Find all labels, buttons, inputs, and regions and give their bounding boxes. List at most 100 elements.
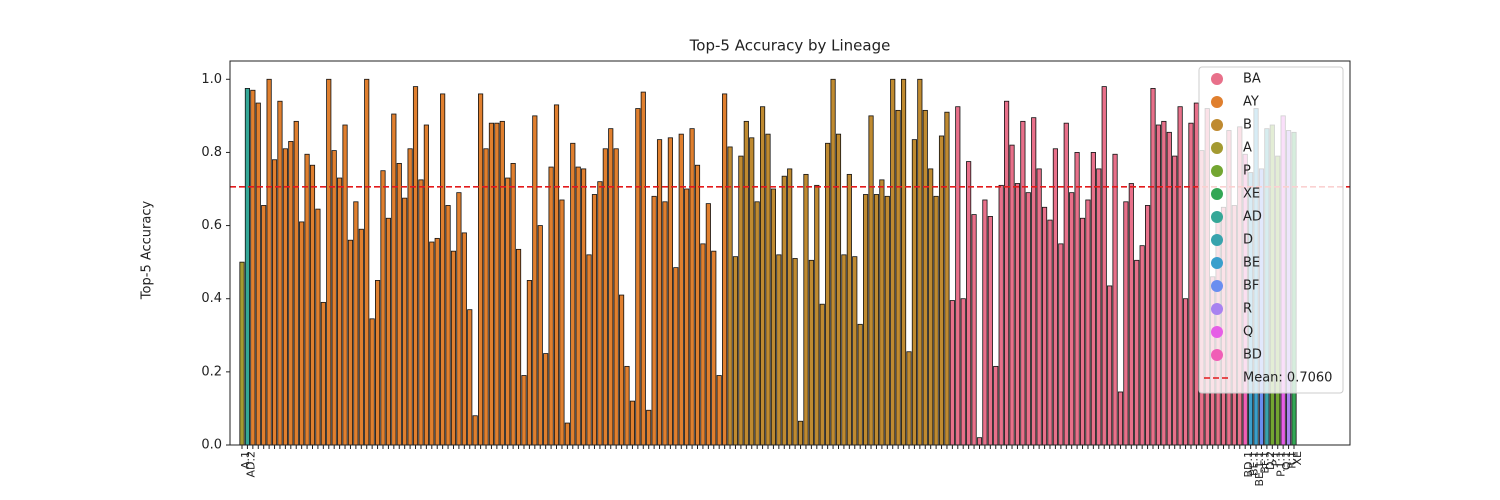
legend-marker (1211, 73, 1223, 85)
bar (1107, 285, 1113, 446)
bar (749, 137, 755, 446)
bar (1123, 201, 1129, 446)
bar (890, 78, 896, 446)
y-tick-label: 0.4 (201, 291, 222, 306)
bar (271, 159, 278, 446)
legend-label: BA (1243, 72, 1261, 87)
bar (760, 106, 766, 446)
bar (732, 256, 739, 446)
chart-title: Top-5 Accuracy by Lineage (689, 37, 891, 55)
x-tick-label: D.2 (1264, 451, 1277, 470)
x-tick-label: XE (1291, 451, 1304, 466)
bar (879, 179, 885, 446)
bar (505, 177, 511, 446)
bar (586, 254, 592, 446)
bar (320, 301, 326, 446)
bar (1020, 120, 1026, 446)
axes-frame (229, 60, 1351, 446)
bar (1161, 120, 1167, 446)
bar (803, 173, 809, 446)
bar (266, 78, 272, 446)
legend-marker (1211, 165, 1223, 177)
bar (244, 88, 250, 446)
bar (716, 375, 722, 446)
bar (619, 294, 625, 446)
legend-marker (1211, 234, 1223, 246)
bar (342, 124, 348, 446)
legend-marker (1211, 303, 1223, 315)
bar (646, 409, 652, 446)
bar (662, 201, 668, 446)
bar (1063, 122, 1069, 446)
bar (960, 298, 966, 446)
legend-marker (1211, 142, 1223, 154)
legend-label: Q (1243, 325, 1253, 340)
bar (765, 133, 771, 446)
bar (976, 437, 983, 446)
bar (819, 303, 825, 446)
bar (1155, 124, 1162, 446)
legend-marker (1211, 188, 1223, 200)
bar (841, 254, 847, 446)
legend-label: AD (1243, 210, 1262, 225)
legend-marker (1211, 211, 1223, 223)
legend-label: B (1243, 118, 1252, 133)
bar (928, 168, 934, 446)
bar (1085, 199, 1091, 446)
bar (429, 241, 435, 446)
bar (1058, 243, 1064, 446)
bar (1025, 192, 1031, 446)
y-tick-label: 0.0 (201, 438, 222, 453)
bar (624, 365, 630, 446)
bar (857, 323, 863, 446)
bar (478, 93, 484, 446)
bar (830, 78, 836, 446)
bar (461, 232, 467, 446)
x-tick-label: R.1 (1286, 451, 1299, 469)
bar (835, 133, 842, 446)
legend-marker (1211, 119, 1223, 131)
bar (797, 420, 804, 446)
bar (808, 259, 814, 446)
bar (955, 106, 961, 446)
bar (944, 111, 950, 446)
bar (667, 137, 673, 446)
bar (250, 89, 256, 446)
bar (1117, 391, 1124, 446)
bar (906, 351, 912, 446)
bar (727, 146, 733, 446)
bar (640, 91, 646, 446)
bar (678, 133, 684, 446)
x-tick-label: BE.1 (1248, 451, 1261, 476)
legend-label: BF (1243, 279, 1259, 294)
legend-label: P (1243, 164, 1251, 179)
bar (488, 122, 495, 446)
bar (1052, 148, 1058, 446)
bar (770, 188, 776, 446)
legend-marker (1211, 280, 1223, 292)
bar (364, 78, 370, 446)
bar (532, 115, 538, 446)
y-tick-label: 0.6 (201, 218, 222, 233)
bar (510, 162, 516, 446)
bar (711, 250, 717, 446)
bar (900, 78, 907, 446)
bar (933, 195, 939, 446)
bar (418, 179, 424, 446)
x-tick-label: Q.1 (1280, 451, 1293, 470)
bar (922, 109, 928, 446)
legend-marker (1211, 96, 1223, 108)
bar (526, 280, 532, 446)
bar (261, 205, 267, 446)
bar (1101, 86, 1107, 446)
bar (396, 162, 402, 446)
bar (1004, 100, 1010, 446)
bar (998, 184, 1004, 446)
bar (1193, 102, 1199, 446)
bar (282, 148, 288, 446)
bar (863, 194, 869, 446)
bar (440, 93, 446, 446)
bar (1009, 144, 1015, 446)
bar (548, 166, 554, 446)
bar (402, 197, 408, 446)
